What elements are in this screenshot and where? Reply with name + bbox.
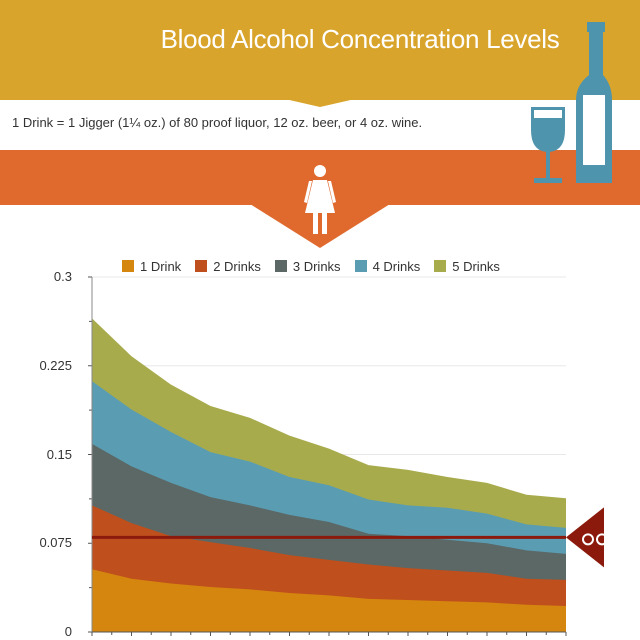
legend-swatch	[122, 260, 134, 272]
y-tick-label: 0.15	[46, 446, 72, 462]
legend-label: 4 Drinks	[372, 259, 421, 274]
wine-glass-icon	[531, 107, 565, 183]
woman-icon	[304, 165, 336, 234]
header-banner	[0, 0, 640, 100]
legend-swatch	[354, 260, 367, 272]
area-1-drink	[92, 569, 566, 632]
page-title: Blood Alcohol Concentration Levels	[160, 24, 560, 54]
bac-chart	[88, 276, 608, 636]
legend-label: 5 Drinks	[452, 259, 500, 274]
chart-legend: 1 Drink 2 Drinks 3 Drinks 4 Drinks 5 Drinks	[122, 259, 500, 274]
drink-definition: 1 Drink = 1 Jigger (1¼ oz.) of 80 proof …	[12, 115, 423, 130]
legend-item: 4 Drinks	[354, 259, 421, 274]
band-pointer	[250, 204, 390, 248]
y-tick-label: 0.225	[39, 357, 72, 373]
y-tick-label: 0.3	[53, 269, 72, 284]
wine-bottle-icon	[576, 22, 612, 183]
legend-swatch	[195, 260, 208, 272]
legend-label: 2 Drinks	[213, 259, 261, 274]
legend-swatch	[274, 260, 287, 272]
limit-marker	[566, 507, 604, 568]
legend-item: 2 Drinks	[195, 259, 261, 274]
legend-item: 1 Drink	[122, 259, 181, 274]
legend-label: 1 Drink	[140, 259, 182, 274]
handcuffs-icon	[596, 533, 608, 546]
legend-swatch	[434, 260, 447, 272]
legend-item: 3 Drinks	[274, 259, 341, 274]
legend-item: 5 Drinks	[434, 259, 500, 274]
legend-label: 3 Drinks	[292, 259, 341, 274]
y-tick-label: 0	[64, 624, 72, 639]
header-pointer	[285, 99, 355, 107]
handcuffs-icon	[582, 533, 594, 546]
y-tick-label: 0.075	[39, 535, 72, 551]
